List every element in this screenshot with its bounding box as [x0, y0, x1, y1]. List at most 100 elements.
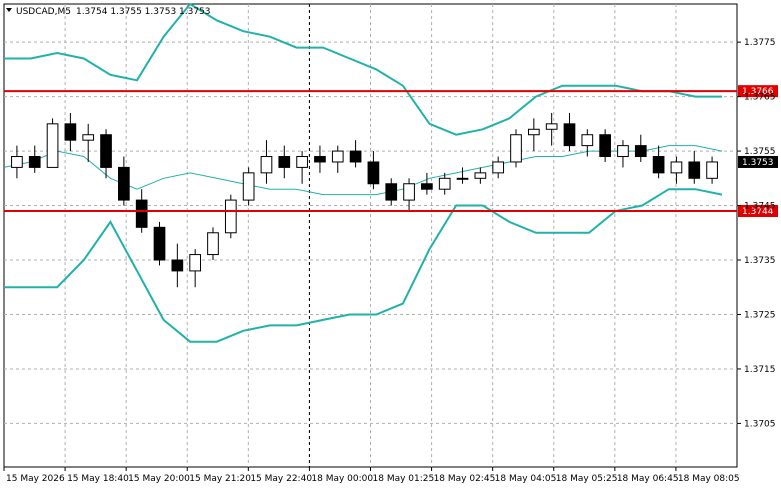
candle-body — [118, 166, 130, 201]
y-tick-label: 1.3745 — [744, 202, 776, 212]
candle-body — [634, 145, 647, 158]
candle — [617, 140, 629, 168]
price-lines: 1.3766 1.3744 1.3753 — [4, 85, 778, 217]
price-axis: 1.3775 1.3765 1.3755 1.3745 1.3735 1.3725 1.37… — [737, 38, 776, 429]
candle — [670, 156, 683, 184]
candle — [82, 123, 95, 162]
candle-body — [278, 156, 291, 168]
candle-body — [189, 254, 202, 272]
candle — [207, 227, 219, 261]
candle-body — [456, 177, 469, 180]
candle-body — [474, 172, 487, 179]
x-tick-label: 18 May 05:25 — [556, 474, 618, 484]
x-tick-label: 18 May 08:05 — [678, 474, 740, 484]
candle — [189, 249, 202, 288]
bollinger-upper — [4, 2, 722, 136]
y-tick-label: 1.3775 — [744, 38, 776, 48]
current-price-label: 1.3753 — [742, 158, 774, 168]
candle — [599, 129, 611, 162]
candle — [581, 129, 594, 157]
x-tick-label: 15 May 21:20 — [189, 474, 251, 484]
y-tick-label: 1.3735 — [744, 256, 776, 266]
candle-body — [492, 161, 505, 174]
candle-body — [331, 150, 344, 163]
candle-body — [545, 123, 558, 130]
candle-body — [438, 177, 451, 190]
price-line-label: 1.3744 — [742, 207, 774, 217]
candle-body — [385, 183, 398, 201]
candle-body — [652, 156, 665, 174]
candle-body — [617, 145, 629, 158]
x-tick-label: 18 May 04:05 — [495, 474, 557, 484]
candle — [474, 167, 487, 184]
candle-body — [153, 226, 166, 261]
candle-body — [11, 156, 23, 168]
candle — [421, 172, 433, 195]
candle-body — [296, 156, 308, 168]
candle-body — [46, 123, 59, 168]
y-tick-label: 1.3705 — [744, 419, 776, 429]
y-tick-label: 1.3725 — [744, 310, 776, 320]
price-line-tag — [738, 85, 778, 98]
x-tick-label: 18 May 00:00 — [311, 474, 373, 484]
candle — [652, 145, 665, 179]
price-line-tag — [738, 204, 778, 217]
candle-body — [135, 199, 148, 228]
price-line-label: 1.3766 — [742, 87, 774, 97]
candle — [331, 145, 344, 173]
candle — [46, 118, 59, 168]
candle — [403, 178, 415, 211]
candle — [171, 243, 184, 288]
candle — [563, 112, 576, 152]
current-price-tag — [738, 155, 778, 168]
x-tick-label: 18 May 02:45 — [434, 474, 496, 484]
candle-body — [64, 123, 77, 141]
candle — [278, 145, 291, 179]
candle-body — [599, 134, 611, 158]
candle-body — [207, 232, 219, 256]
candle — [688, 151, 701, 184]
candle — [64, 112, 77, 152]
candle-body — [82, 134, 95, 141]
candle-body — [403, 183, 415, 201]
candle-body — [28, 156, 41, 168]
candle — [545, 112, 558, 146]
candle-body — [421, 183, 433, 190]
time-axis: 15 May 2026 15 May 18:40 15 May 20:00 15 Ma… — [3, 467, 740, 484]
candle — [492, 156, 505, 179]
grid — [4, 4, 737, 467]
bollinger-lower — [4, 188, 723, 343]
candle — [224, 194, 237, 239]
candle-body — [367, 161, 380, 185]
candle — [296, 151, 308, 184]
x-tick-label: 18 May 06:45 — [617, 474, 679, 484]
plot-frame — [3, 3, 738, 468]
candle-body — [706, 161, 718, 179]
candle — [242, 167, 255, 206]
x-tick-label: 15 May 2026 — [6, 474, 65, 484]
candle-body — [171, 259, 184, 272]
candle-body — [100, 134, 112, 168]
y-tick-label: 1.3765 — [744, 93, 776, 103]
x-tick-label: 15 May 22:40 — [250, 474, 312, 484]
dropdown-arrow-icon[interactable] — [6, 8, 12, 12]
y-tick-label: 1.3715 — [744, 365, 776, 375]
candle-body — [688, 161, 701, 179]
candle — [385, 178, 398, 206]
candle-body — [581, 134, 594, 147]
candle — [314, 145, 326, 173]
x-tick-label: 15 May 20:00 — [128, 474, 190, 484]
candle-body — [260, 156, 273, 174]
candles — [11, 112, 718, 288]
candle-body — [349, 150, 362, 163]
candle — [118, 156, 130, 206]
candle — [367, 151, 380, 190]
candle — [634, 134, 647, 162]
candle — [510, 129, 522, 168]
candle-body — [670, 161, 683, 174]
candle-body — [510, 134, 522, 163]
candle-body — [563, 123, 576, 147]
candle — [706, 156, 718, 184]
candle — [153, 221, 166, 266]
